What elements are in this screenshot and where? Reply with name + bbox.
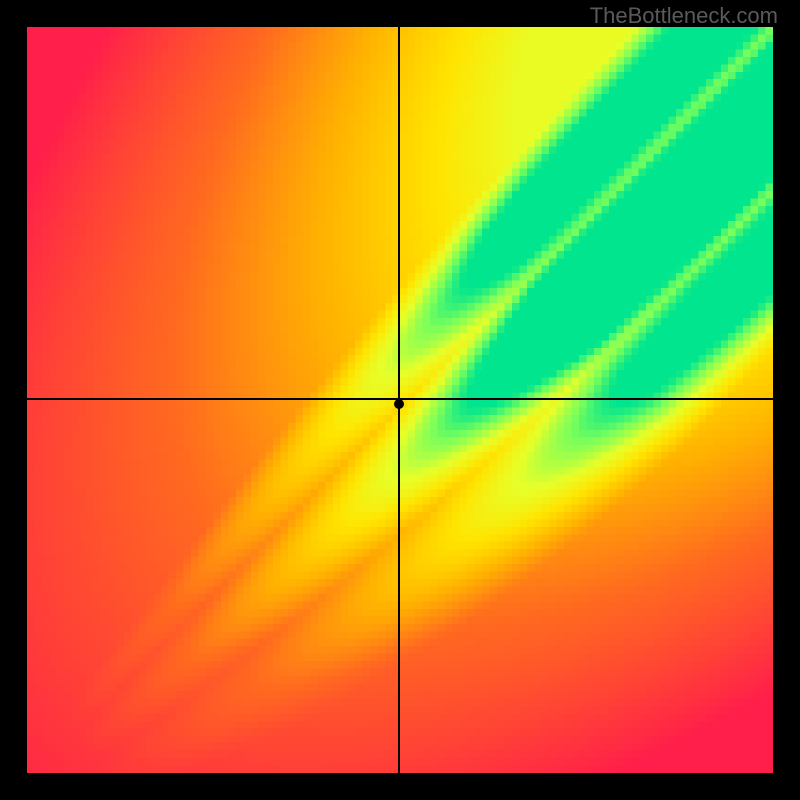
crosshair-marker [394,399,404,409]
watermark-text: TheBottleneck.com [590,3,778,29]
